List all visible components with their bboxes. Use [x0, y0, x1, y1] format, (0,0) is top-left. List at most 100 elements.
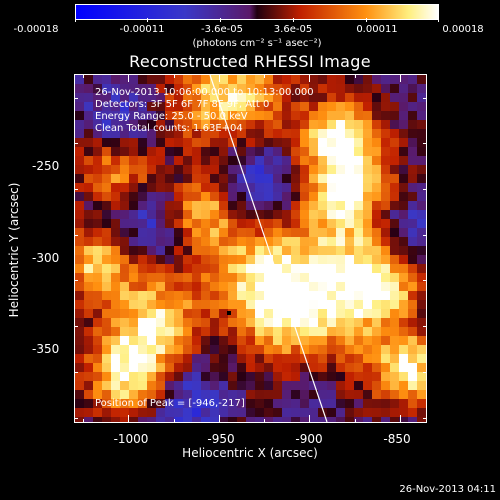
heatmap-cell — [408, 300, 418, 310]
heatmap-cell — [75, 237, 85, 247]
heatmap-cell — [327, 417, 337, 422]
heatmap-cell — [273, 93, 283, 103]
heatmap-cell — [183, 273, 193, 283]
heatmap-cell — [246, 246, 256, 256]
heatmap-cell — [102, 327, 112, 337]
heatmap-cell — [264, 228, 274, 238]
heatmap-cell — [345, 201, 355, 211]
heatmap-cell — [282, 318, 292, 328]
heatmap-cell — [336, 219, 346, 229]
heatmap-cell — [408, 102, 418, 112]
heatmap-cell — [111, 165, 121, 175]
heatmap-cell — [120, 300, 130, 310]
heatmap-cell — [192, 93, 202, 103]
heatmap-cell — [120, 327, 130, 337]
heatmap-cell — [417, 282, 426, 292]
heatmap-cell — [138, 183, 148, 193]
heatmap-cell — [327, 336, 337, 346]
heatmap-cell — [210, 138, 220, 148]
heatmap-cell — [246, 174, 256, 184]
heatmap-cell — [354, 327, 364, 337]
heatmap-cell — [372, 165, 382, 175]
heatmap-cell — [354, 192, 364, 202]
heatmap-cell — [102, 165, 112, 175]
heatmap-cell — [102, 309, 112, 319]
heatmap-cell — [165, 336, 175, 346]
heatmap-cell — [138, 354, 148, 364]
heatmap-cell — [102, 111, 112, 121]
heatmap-cell — [147, 129, 157, 139]
heatmap-cell — [336, 381, 346, 391]
heatmap-cell — [219, 147, 229, 157]
heatmap-cell — [210, 102, 220, 112]
heatmap-cell — [201, 219, 211, 229]
heatmap-cell — [282, 300, 292, 310]
heatmap-cell — [390, 363, 400, 373]
heatmap-cell — [336, 192, 346, 202]
heatmap-cell — [102, 84, 112, 94]
heatmap-cell — [93, 219, 103, 229]
heatmap-cell — [336, 156, 346, 166]
heatmap-cell — [93, 309, 103, 319]
heatmap-cell — [102, 372, 112, 382]
heatmap-cell — [192, 291, 202, 301]
heatmap-cell — [354, 237, 364, 247]
heatmap-cell — [75, 165, 85, 175]
heatmap-cell — [282, 273, 292, 283]
heatmap-cell — [381, 93, 391, 103]
heatmap-cell — [363, 228, 373, 238]
heatmap-cell — [390, 237, 400, 247]
heatmap-cell — [336, 210, 346, 220]
heatmap-cell — [138, 219, 148, 229]
heatmap-cell — [111, 327, 121, 337]
heatmap-cell — [354, 390, 364, 400]
heatmap-cell — [372, 228, 382, 238]
heatmap-cell — [228, 264, 238, 274]
heatmap-cell — [408, 354, 418, 364]
heatmap-cell — [183, 147, 193, 157]
heatmap-cell — [84, 210, 94, 220]
heatmap-cell — [174, 228, 184, 238]
heatmap-cell — [273, 201, 283, 211]
heatmap-cell — [381, 120, 391, 130]
heatmap-cell — [417, 255, 426, 265]
heatmap-cell — [336, 93, 346, 103]
heatmap-cell — [309, 129, 319, 139]
heatmap-cell — [417, 309, 426, 319]
heatmap-cell — [417, 264, 426, 274]
heatmap-cell — [84, 300, 94, 310]
heatmap-cell — [138, 408, 148, 418]
heatmap-cell — [363, 219, 373, 229]
heatmap-cell — [183, 417, 193, 422]
heatmap-cell — [138, 147, 148, 157]
heatmap-cell — [399, 192, 409, 202]
heatmap-cell — [354, 255, 364, 265]
heatmap-cell — [237, 75, 247, 85]
heatmap-cell — [102, 183, 112, 193]
colorbar-tick-mark — [438, 18, 439, 22]
heatmap-cell — [138, 309, 148, 319]
heatmap-cell — [102, 336, 112, 346]
heatmap-cell — [201, 291, 211, 301]
heatmap-cell — [273, 363, 283, 373]
heatmap-cell — [327, 102, 337, 112]
heatmap-cell — [345, 246, 355, 256]
heatmap-cell — [273, 255, 283, 265]
heatmap-cell — [147, 75, 157, 85]
heatmap-cell — [156, 291, 166, 301]
heatmap-cell — [399, 273, 409, 283]
heatmap-cell — [156, 174, 166, 184]
heatmap-cell — [75, 282, 85, 292]
heatmap-cell — [93, 282, 103, 292]
heatmap-cell — [75, 300, 85, 310]
heatmap-cell — [273, 318, 283, 328]
heatmap-cell — [210, 318, 220, 328]
heatmap-cell — [219, 129, 229, 139]
heatmap-cell — [255, 84, 265, 94]
heatmap-cell — [174, 399, 184, 409]
heatmap-cell — [291, 192, 301, 202]
heatmap-cell — [345, 147, 355, 157]
heatmap-cell — [282, 399, 292, 409]
heatmap-cell — [291, 219, 301, 229]
heatmap-cell — [138, 192, 148, 202]
